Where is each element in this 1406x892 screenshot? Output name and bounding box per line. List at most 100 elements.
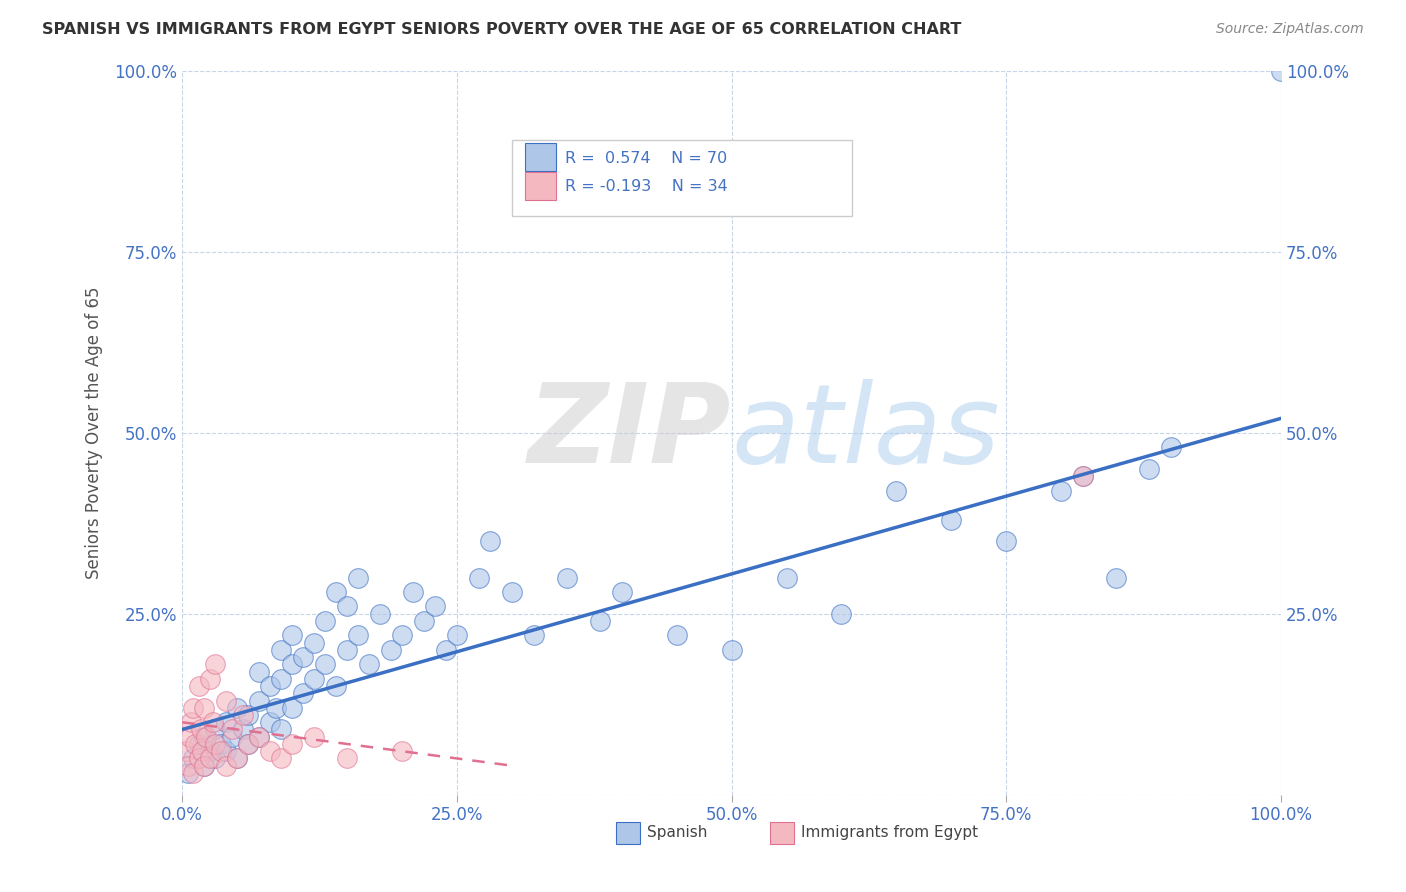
Point [187,679,209,693]
Point [204,737,226,751]
Point [184,737,207,751]
Point [720,643,742,657]
Point [238,737,260,751]
Point [423,599,446,614]
Point [347,570,370,584]
Point [187,751,209,765]
Point [446,628,468,642]
Point [314,657,336,672]
Point [174,744,197,758]
Point [259,744,281,758]
Point [292,650,315,665]
Point [181,765,204,780]
Point [830,607,852,621]
Point [209,744,232,758]
Point [610,585,633,599]
Point [434,643,457,657]
Point [177,765,200,780]
Point [204,657,226,672]
Point [281,657,304,672]
Point [193,700,215,714]
Point [302,672,325,686]
Point [193,758,215,772]
Point [270,723,292,737]
FancyBboxPatch shape [524,144,555,171]
Point [247,730,270,744]
Point [325,585,347,599]
Y-axis label: Seniors Poverty Over the Age of 65: Seniors Poverty Over the Age of 65 [86,286,103,579]
Point [226,751,249,765]
Text: Spanish: Spanish [647,825,707,840]
Point [357,657,380,672]
Point [325,679,347,693]
Point [195,730,218,744]
Point [281,700,304,714]
Point [238,708,260,723]
Point [259,715,281,730]
Point [181,700,204,714]
Point [198,751,221,765]
Point [281,737,304,751]
Point [226,700,249,714]
Point [270,643,292,657]
Point [478,534,501,549]
Point [336,751,359,765]
Point [468,570,491,584]
Text: atlas: atlas [731,379,1000,486]
Point [302,635,325,649]
FancyBboxPatch shape [770,822,794,844]
Point [380,643,402,657]
Point [215,715,238,730]
Point [589,614,612,628]
Point [292,686,315,700]
Point [391,744,413,758]
Point [413,614,436,628]
Point [1071,469,1094,483]
Point [391,628,413,642]
Point [775,570,797,584]
Point [555,570,578,584]
Point [247,665,270,679]
Point [665,628,688,642]
Point [193,730,215,744]
Point [204,723,226,737]
Point [264,700,287,714]
Text: R = -0.193    N = 34: R = -0.193 N = 34 [565,179,727,194]
Text: R =  0.574    N = 70: R = 0.574 N = 70 [565,151,727,166]
Point [247,693,270,707]
Point [336,643,359,657]
Point [215,693,238,707]
Point [177,758,200,772]
Point [347,628,370,642]
Point [402,585,425,599]
Point [209,737,232,751]
Point [995,534,1018,549]
Point [336,599,359,614]
Point [221,723,243,737]
Point [270,672,292,686]
Text: ZIP: ZIP [529,379,731,486]
Point [1071,469,1094,483]
Point [198,744,221,758]
Point [215,758,238,772]
Point [523,628,546,642]
Point [1160,440,1182,454]
Point [238,737,260,751]
Point [215,744,238,758]
Point [191,744,214,758]
Text: Source: ZipAtlas.com: Source: ZipAtlas.com [1216,22,1364,37]
Point [202,715,225,730]
Point [180,715,202,730]
Point [886,483,908,498]
Point [1105,570,1128,584]
Point [190,723,212,737]
Point [368,607,391,621]
Text: Immigrants from Egypt: Immigrants from Egypt [801,825,979,840]
Point [187,737,209,751]
Point [232,708,254,723]
Point [247,730,270,744]
FancyBboxPatch shape [616,822,640,844]
Point [302,730,325,744]
FancyBboxPatch shape [512,140,852,216]
Point [281,628,304,642]
